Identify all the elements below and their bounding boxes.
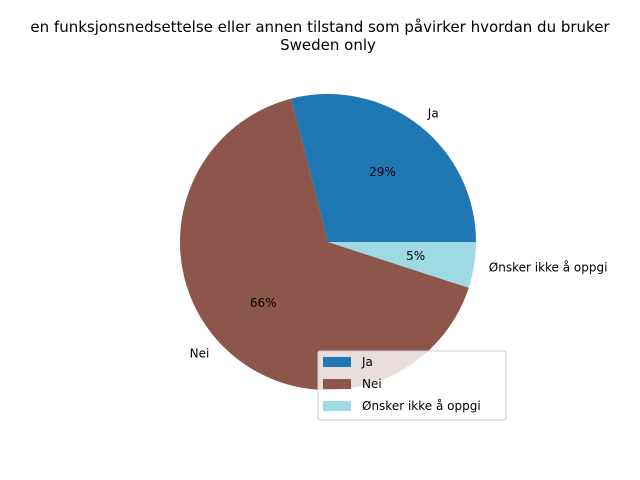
legend-swatch bbox=[323, 379, 351, 389]
percent-label: 29% bbox=[369, 165, 396, 179]
pie-slices bbox=[180, 94, 476, 391]
legend-label: Ja bbox=[361, 355, 373, 369]
chart-title: en funksjonsnedsettelse eller annen tils… bbox=[30, 18, 610, 36]
pie-slice-nei bbox=[180, 98, 469, 391]
legend-label: Ønsker ikke å oppgi bbox=[362, 399, 481, 413]
pie-labels: Ja 29% Nei 66% Ønsker ikke å oppgi 5% bbox=[190, 106, 608, 360]
percent-label: 66% bbox=[250, 296, 277, 310]
category-label: Ja bbox=[427, 106, 439, 120]
pie-slice-nsker-ikke-oppgi bbox=[328, 242, 476, 288]
legend-frame bbox=[317, 350, 507, 421]
legend-swatch bbox=[323, 401, 351, 411]
legend-label: Nei bbox=[362, 377, 382, 391]
category-label: Nei bbox=[190, 346, 210, 360]
percent-label: 5% bbox=[406, 249, 425, 263]
category-label: Ønsker ikke å oppgi bbox=[489, 260, 608, 274]
chart-subtitle: Sweden only bbox=[280, 36, 376, 54]
legend-swatch bbox=[323, 357, 351, 367]
legend: Ja Nei Ønsker ikke å oppgi bbox=[317, 350, 507, 421]
pie-slice-ja bbox=[291, 94, 476, 242]
